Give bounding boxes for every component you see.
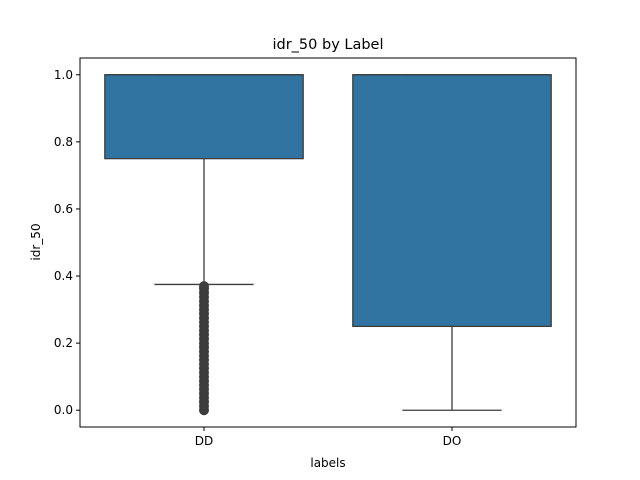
y-tick-label: 0.0 — [54, 403, 73, 417]
y-tick-label: 1.0 — [54, 68, 73, 82]
y-tick-label: 0.4 — [54, 269, 73, 283]
x-axis-title: labels — [310, 456, 345, 470]
box-do — [352, 74, 552, 328]
box-group-do — [352, 74, 552, 411]
outlier-point — [199, 281, 209, 292]
x-tick-label: DO — [443, 434, 462, 448]
x-tick-label: DD — [195, 434, 213, 448]
plot-area — [104, 74, 552, 416]
y-tick-label: 0.8 — [54, 135, 73, 149]
y-axis-title: idr_50 — [29, 223, 43, 260]
chart-title: idr_50 by Label — [272, 37, 383, 53]
y-tick-label: 0.2 — [54, 336, 73, 350]
box-group-dd — [104, 74, 304, 416]
x-axis: DD DO — [195, 427, 462, 448]
y-tick-label: 0.6 — [54, 202, 73, 216]
box-dd — [104, 74, 304, 160]
axes-frame — [79, 57, 577, 428]
y-axis: 0.0 0.2 0.4 0.6 0.8 1.0 — [54, 68, 80, 417]
